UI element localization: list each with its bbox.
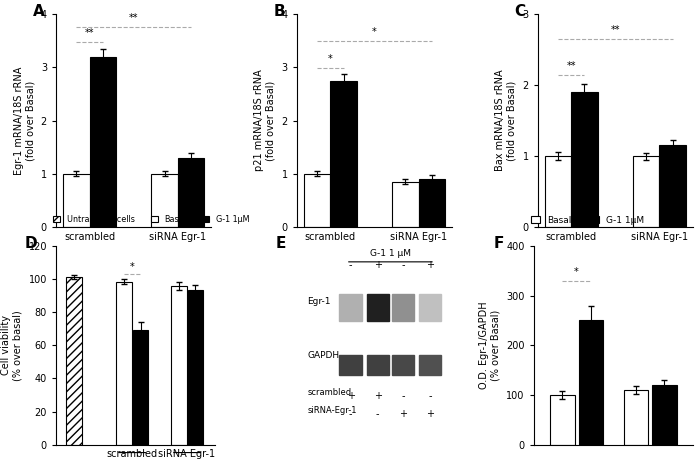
Legend: Untrasfcted cells, Basal, G-1 1μM: Untrasfcted cells, Basal, G-1 1μM — [52, 214, 250, 225]
Text: +: + — [399, 409, 407, 419]
Bar — [624, 390, 648, 445]
Bar — [419, 179, 445, 227]
Text: *: * — [328, 53, 332, 64]
Text: *: * — [130, 263, 134, 272]
Bar — [367, 294, 389, 322]
Text: D: D — [24, 236, 37, 251]
Text: GAPDH: GAPDH — [307, 350, 340, 360]
Text: -: - — [428, 391, 432, 401]
Text: siRNA-Egr-1: siRNA-Egr-1 — [307, 406, 357, 415]
Bar — [116, 281, 132, 445]
Text: -: - — [401, 260, 405, 270]
Text: -: - — [376, 409, 379, 419]
Y-axis label: Egr-1 mRNA/18S rRNA
(fold over Basal): Egr-1 mRNA/18S rRNA (fold over Basal) — [13, 66, 35, 175]
Text: scrambled: scrambled — [307, 388, 351, 397]
Text: A: A — [33, 3, 44, 18]
Bar — [550, 395, 575, 445]
Y-axis label: Bax mRNA/18S rRNA
(fold over Basal): Bax mRNA/18S rRNA (fold over Basal) — [495, 70, 517, 171]
Bar — [151, 174, 178, 227]
Bar — [633, 156, 659, 227]
Text: E: E — [276, 236, 286, 251]
Bar — [419, 294, 442, 322]
Bar — [571, 92, 598, 227]
Bar — [367, 355, 389, 375]
Text: +: + — [426, 409, 434, 419]
Text: *: * — [574, 267, 579, 277]
Text: C: C — [514, 3, 526, 18]
Bar — [652, 385, 677, 445]
Bar — [392, 355, 414, 375]
Text: +: + — [346, 391, 355, 401]
Bar — [392, 182, 419, 227]
Bar — [392, 294, 414, 322]
Bar — [171, 286, 186, 445]
Text: F: F — [494, 236, 504, 251]
Y-axis label: Cell viability
(% over basal): Cell viability (% over basal) — [1, 310, 23, 381]
Text: +: + — [374, 260, 382, 270]
Text: +: + — [426, 260, 434, 270]
Text: Egr-1: Egr-1 — [307, 297, 331, 306]
Text: B: B — [274, 3, 285, 18]
Bar — [579, 321, 603, 445]
Text: **: ** — [610, 25, 620, 35]
Text: G-1 1 μM: G-1 1 μM — [370, 249, 411, 258]
Bar — [340, 294, 362, 322]
Bar — [330, 81, 357, 227]
Text: +: + — [374, 391, 382, 401]
Y-axis label: p21 mRNA/18S rRNA
(fold over Basal): p21 mRNA/18S rRNA (fold over Basal) — [254, 70, 276, 172]
Text: **: ** — [85, 28, 95, 38]
Bar — [340, 355, 362, 375]
Legend: Basal, G-1 1μM: Basal, G-1 1μM — [531, 215, 645, 226]
Text: -: - — [349, 260, 352, 270]
Y-axis label: O.D. Egr-1/GAPDH
(% over Basal): O.D. Egr-1/GAPDH (% over Basal) — [479, 301, 500, 389]
Bar — [178, 158, 204, 227]
Bar — [545, 156, 571, 227]
Bar — [63, 174, 90, 227]
Bar — [304, 174, 330, 227]
Bar — [90, 57, 116, 227]
Bar — [419, 355, 442, 375]
Text: **: ** — [566, 61, 576, 71]
Text: **: ** — [129, 13, 139, 23]
Bar — [188, 290, 203, 445]
Text: -: - — [349, 409, 352, 419]
Bar — [659, 146, 686, 227]
Text: -: - — [401, 391, 405, 401]
Bar — [133, 330, 148, 445]
Bar — [66, 277, 82, 445]
Text: *: * — [372, 26, 377, 36]
